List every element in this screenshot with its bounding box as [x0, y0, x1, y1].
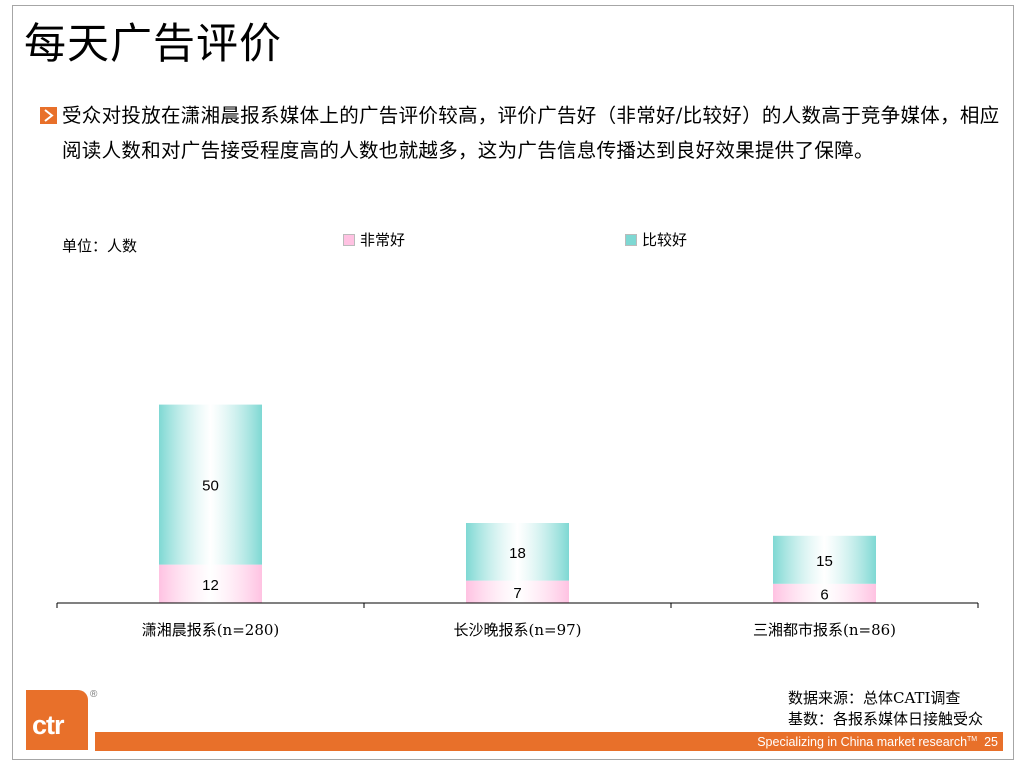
category-label-3: 三湘都市报系(n=86)	[753, 621, 896, 639]
source-line-2: 基数：各报系媒体日接触受众	[788, 710, 984, 728]
unit-label: 单位：人数	[62, 237, 138, 255]
legend-item-series-2: 比较好	[625, 229, 687, 250]
slide-body-text: 受众对投放在潇湘晨报系媒体上的广告评价较高，评价广告好（非常好/比较好）的人数高…	[62, 104, 1000, 162]
ctr-logo	[26, 690, 88, 750]
bar-segment-2-3	[773, 535, 876, 584]
slide-title: 每天广告评价	[24, 19, 283, 68]
bar-segment-2-2	[466, 523, 569, 581]
data-source-note: 数据来源：总体CATI调查 基数：各报系媒体日接触受众	[788, 688, 983, 730]
slide-frame	[12, 5, 1014, 760]
bar-segment-2-1	[159, 404, 262, 565]
legend-label-series-2: 比较好	[642, 231, 688, 249]
legend-label-series-1: 非常好	[360, 231, 406, 249]
data-label-2-1: 50	[202, 478, 219, 495]
category-label-2: 长沙晚报系(n=97)	[453, 621, 581, 639]
footer-tagline-text: Specializing in China market research	[757, 735, 968, 749]
data-label-1-1: 12	[202, 577, 219, 594]
footer-tagline: Specializing in China market researchTM …	[757, 735, 998, 749]
bullet-arrow-icon	[40, 107, 57, 124]
registered-mark-icon: ®	[90, 689, 98, 700]
source-line-1: 数据来源：总体CATI调查	[788, 689, 961, 707]
legend-swatch-series-1	[343, 234, 355, 246]
legend-swatch-series-2	[625, 234, 637, 246]
data-label-2-2: 18	[509, 545, 526, 562]
page-number: 25	[984, 735, 998, 749]
trademark-mark: TM	[967, 736, 978, 743]
bar-segment-1-1	[159, 564, 262, 603]
category-label-1: 潇湘晨报系(n=280)	[142, 621, 280, 639]
legend-item-series-1: 非常好	[343, 229, 405, 250]
data-label-2-3: 15	[816, 553, 833, 570]
ctr-logo-text: ctr	[32, 710, 65, 740]
bar-segment-1-2	[466, 580, 569, 603]
data-label-1-2: 7	[513, 585, 521, 602]
bar-segment-1-3	[773, 583, 876, 603]
footer-bar	[95, 732, 1003, 751]
data-label-1-3: 6	[820, 586, 828, 603]
